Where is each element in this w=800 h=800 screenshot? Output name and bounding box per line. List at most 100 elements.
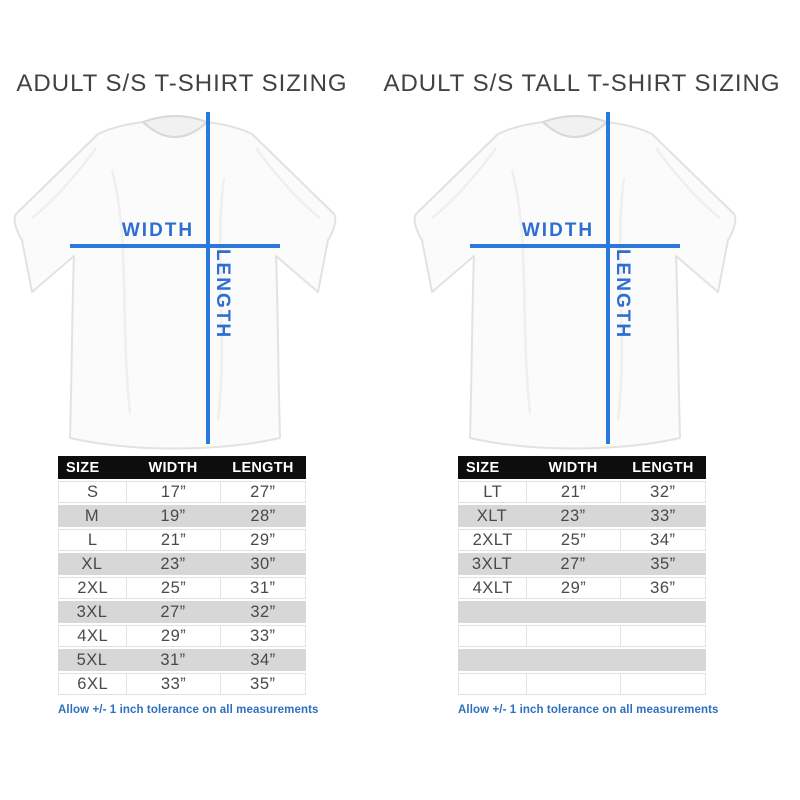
size-cell: 32” bbox=[619, 482, 705, 502]
wrinkle-lines bbox=[431, 147, 721, 421]
size-cell: 36” bbox=[619, 578, 705, 598]
table-header-row: SIZE WIDTH LENGTH bbox=[458, 456, 706, 479]
table-header-row: SIZE WIDTH LENGTH bbox=[58, 456, 306, 479]
width-label: WIDTH bbox=[122, 220, 194, 241]
size-cell: 34” bbox=[619, 530, 705, 550]
size-cell: 30” bbox=[250, 554, 276, 573]
size-cell: S bbox=[86, 482, 99, 501]
length-label: LENGTH bbox=[612, 249, 633, 339]
empty-row bbox=[458, 625, 706, 647]
tolerance-note: Allow +/- 1 inch tolerance on all measur… bbox=[458, 704, 719, 716]
size-cell: 28” bbox=[250, 506, 276, 525]
size-cell bbox=[459, 626, 526, 646]
empty-row bbox=[458, 649, 706, 671]
size-cell bbox=[458, 601, 526, 623]
panel-regular-sizing: ADULT S/S T-SHIRT SIZING WIDTH LENGTH SI… bbox=[0, 0, 382, 790]
length-label: LENGTH bbox=[212, 249, 233, 339]
size-cell: 29” bbox=[126, 626, 219, 646]
size-cell: 33” bbox=[219, 626, 305, 646]
empty-row bbox=[458, 673, 706, 695]
size-cell: XL bbox=[81, 554, 103, 573]
size-cell: 21” bbox=[526, 482, 619, 502]
size-cell bbox=[620, 601, 706, 623]
size-cell: 2XLT bbox=[472, 530, 513, 549]
table-row: 4XLT 29” 36” bbox=[458, 577, 706, 599]
table-row: M 19” 28” bbox=[58, 505, 306, 527]
size-cell bbox=[459, 674, 526, 694]
size-cell bbox=[526, 601, 620, 623]
size-cell bbox=[458, 649, 526, 671]
header-cell: WIDTH bbox=[548, 459, 598, 476]
tshirt-graphic: WIDTH LENGTH bbox=[413, 112, 737, 450]
size-cell: 21” bbox=[126, 530, 219, 550]
size-cell: 3XLT bbox=[471, 554, 513, 573]
size-cell bbox=[619, 674, 705, 694]
size-cell: 33” bbox=[650, 506, 676, 525]
size-cell: 6XL bbox=[77, 674, 109, 693]
tolerance-note: Allow +/- 1 inch tolerance on all measur… bbox=[58, 704, 319, 716]
size-cell: 33” bbox=[126, 674, 219, 694]
size-cell: 29” bbox=[219, 530, 305, 550]
header-cell: LENGTH bbox=[632, 459, 694, 476]
size-cell: 35” bbox=[219, 674, 305, 694]
table-row: 5XL 31” 34” bbox=[58, 649, 306, 671]
size-cell: 23” bbox=[560, 506, 586, 525]
table-row: L 21” 29” bbox=[58, 529, 306, 551]
size-cell bbox=[526, 626, 619, 646]
table-row: 4XL 29” 33” bbox=[58, 625, 306, 647]
table-row: 3XLT 27” 35” bbox=[458, 553, 706, 575]
size-cell: L bbox=[87, 530, 98, 549]
panel-tall-sizing: ADULT S/S TALL T-SHIRT SIZING WIDTH LENG… bbox=[382, 0, 782, 790]
size-cell: 23” bbox=[160, 554, 186, 573]
size-cell: 31” bbox=[219, 578, 305, 598]
size-cell: 5XL bbox=[76, 650, 108, 669]
size-cell: XLT bbox=[476, 506, 508, 525]
size-cell: 4XL bbox=[77, 626, 109, 645]
tshirt-diagram: WIDTH LENGTH bbox=[12, 108, 342, 450]
size-cell: LT bbox=[483, 482, 503, 501]
size-cell: 27” bbox=[160, 602, 186, 621]
page-title: ADULT S/S TALL T-SHIRT SIZING bbox=[383, 70, 781, 97]
tshirt-graphic: WIDTH LENGTH bbox=[13, 112, 337, 450]
size-cell: 25” bbox=[526, 530, 619, 550]
table-row: 2XL 25” 31” bbox=[58, 577, 306, 599]
size-cell: 2XL bbox=[77, 578, 109, 597]
size-cell: 34” bbox=[250, 650, 276, 669]
header-cell: LENGTH bbox=[232, 459, 294, 476]
header-cell: SIZE bbox=[466, 459, 500, 476]
header-cell: WIDTH bbox=[148, 459, 198, 476]
tshirt-silhouette bbox=[413, 121, 737, 450]
table-row: 3XL 27” 32” bbox=[58, 601, 306, 623]
size-cell: 25” bbox=[126, 578, 219, 598]
size-cell: 19” bbox=[160, 506, 186, 525]
size-cell bbox=[620, 649, 706, 671]
table-row: S 17” 27” bbox=[58, 481, 306, 503]
size-cell: 35” bbox=[650, 554, 676, 573]
size-cell: 32” bbox=[250, 602, 276, 621]
size-cell: 3XL bbox=[76, 602, 108, 621]
size-cell: 29” bbox=[526, 578, 619, 598]
table-row: 2XLT 25” 34” bbox=[458, 529, 706, 551]
size-cell: 31” bbox=[160, 650, 186, 669]
size-cell: 27” bbox=[560, 554, 586, 573]
size-table-regular: SIZE WIDTH LENGTH S 17” 27” M 19” 28” L 21” 29” XL 23… bbox=[58, 456, 306, 695]
size-cell bbox=[526, 674, 619, 694]
header-cell: SIZE bbox=[66, 459, 100, 476]
size-cell: M bbox=[84, 506, 100, 525]
size-cell: 27” bbox=[219, 482, 305, 502]
size-cell bbox=[619, 626, 705, 646]
size-cell bbox=[526, 649, 620, 671]
page-title: ADULT S/S T-SHIRT SIZING bbox=[16, 70, 348, 97]
table-row: XLT 23” 33” bbox=[458, 505, 706, 527]
size-cell: 17” bbox=[126, 482, 219, 502]
tshirt-diagram: WIDTH LENGTH bbox=[412, 108, 742, 450]
tshirt-silhouette bbox=[13, 121, 337, 450]
size-table-tall: SIZE WIDTH LENGTH LT 21” 32” XLT 23” 33” 2XLT 25” 3… bbox=[458, 456, 706, 695]
size-cell: 4XLT bbox=[472, 578, 513, 597]
width-label: WIDTH bbox=[522, 220, 594, 241]
empty-row bbox=[458, 601, 706, 623]
table-row: LT 21” 32” bbox=[458, 481, 706, 503]
wrinkle-lines bbox=[31, 147, 321, 421]
table-row: 6XL 33” 35” bbox=[58, 673, 306, 695]
table-row: XL 23” 30” bbox=[58, 553, 306, 575]
